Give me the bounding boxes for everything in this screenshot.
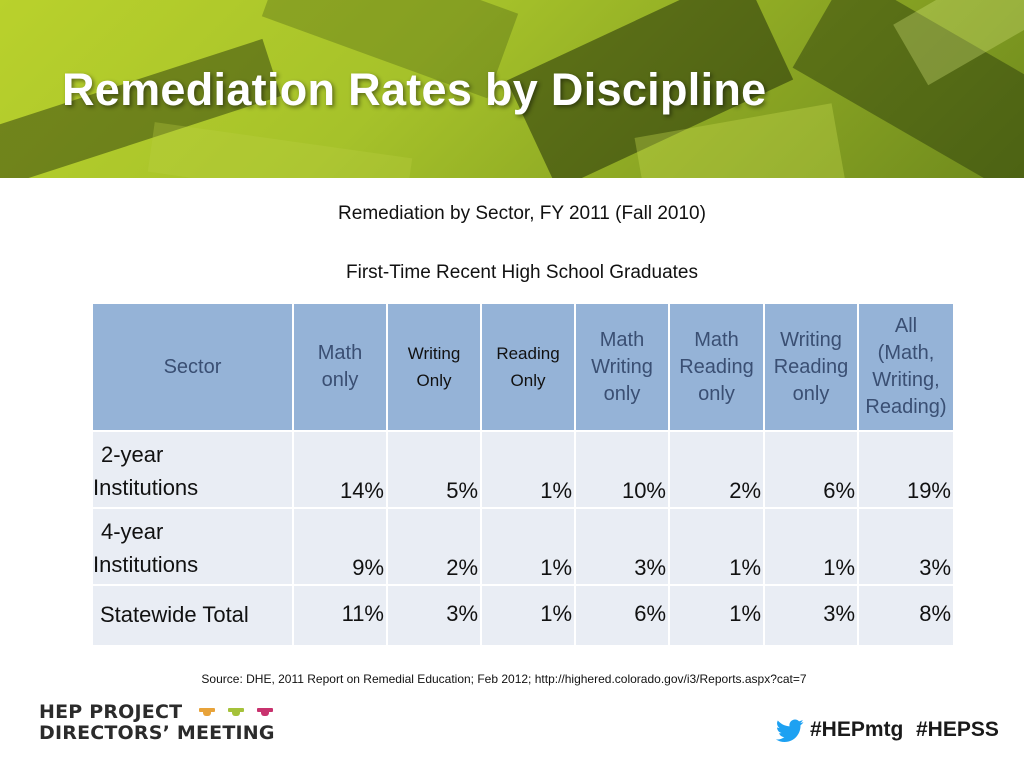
hashtag-hepmtg[interactable]: #HEPmtg <box>810 718 904 741</box>
cell-math-writing: 10% <box>574 430 670 509</box>
header-banner: Remediation Rates by Discipline <box>0 0 1024 178</box>
header-text: Math <box>317 342 363 364</box>
row-sector-name: 4-year Institutions <box>91 507 294 586</box>
header-text: All <box>894 315 918 337</box>
cell-writing-reading: 1% <box>763 507 859 586</box>
twitter-bird-icon <box>776 719 804 742</box>
header-text: Reading) <box>865 396 947 418</box>
header-text: Writing <box>591 355 653 378</box>
row-name-line: 2-year <box>101 442 164 467</box>
header-writing-only: Writing Only <box>386 302 482 432</box>
table-row: Statewide Total 11% 3% 1% 6% 1% 3% 8% <box>91 584 955 647</box>
logo-line-1: HEP PROJECT <box>39 700 279 723</box>
header-text: only <box>792 382 830 405</box>
table-subtitle-population: First-Time Recent High School Graduates <box>346 262 698 283</box>
hashtag-hepss[interactable]: #HEPSS <box>916 718 999 741</box>
cell-math-only: 9% <box>292 507 388 586</box>
remediation-table: Sector Math only Writing Only Reading On… <box>91 302 955 647</box>
header-text: Reading <box>773 355 849 378</box>
logo-text: HEP PROJECT <box>39 701 183 723</box>
cell-reading-only: 1% <box>480 507 576 586</box>
logo-line-2: DIRECTORS’ MEETING <box>39 722 275 744</box>
cell-writing-only: 2% <box>386 507 482 586</box>
table-subtitle-sector: Remediation by Sector, FY 2011 (Fall 201… <box>338 203 706 224</box>
header-math-writing-only: Math Writing only <box>574 302 670 432</box>
cell-writing-only: 5% <box>386 430 482 509</box>
header-reading-only: Reading Only <box>480 302 576 432</box>
cell-math-writing: 3% <box>574 507 670 586</box>
row-name-line: Institutions <box>93 475 199 500</box>
graduation-cap-icon <box>256 708 273 716</box>
header-text: Writing <box>407 344 461 363</box>
table-header-row: Sector Math only Writing Only Reading On… <box>91 302 955 432</box>
cell-writing-reading: 3% <box>763 584 859 647</box>
graduation-cap-icon <box>227 708 244 716</box>
source-citation: Source: DHE, 2011 Report on Remedial Edu… <box>201 672 807 686</box>
cell-reading-only: 1% <box>480 430 576 509</box>
cell-all: 3% <box>857 507 955 586</box>
banner-highlight-shape <box>147 122 413 178</box>
row-name-line: Institutions <box>93 552 199 577</box>
header-text: Writing <box>780 328 842 351</box>
header-text: Reading <box>679 355 754 378</box>
header-math-reading-only: Math Reading only <box>668 302 765 432</box>
graduation-caps-icons <box>199 700 279 721</box>
header-text: Writing, <box>872 369 940 391</box>
cell-reading-only: 1% <box>480 584 576 647</box>
header-text: only <box>321 369 359 391</box>
cell-writing-only: 3% <box>386 584 482 647</box>
cell-all: 8% <box>857 584 955 647</box>
header-text: Math <box>694 328 739 351</box>
row-sector-name: Statewide Total <box>91 584 294 647</box>
cell-all: 19% <box>857 430 955 509</box>
header-text: Reading <box>496 344 560 363</box>
header-writing-reading-only: Writing Reading only <box>763 302 859 432</box>
header-text: only <box>698 382 735 405</box>
row-sector-name: 2-year Institutions <box>91 430 294 509</box>
cell-math-reading: 2% <box>668 430 765 509</box>
slide-title: Remediation Rates by Discipline <box>62 64 767 115</box>
header-text: Math <box>599 328 645 351</box>
header-all: All (Math, Writing, Reading) <box>857 302 955 432</box>
graduation-cap-icon <box>199 708 216 716</box>
header-math-only: Math only <box>292 302 388 432</box>
cell-math-only: 11% <box>292 584 388 647</box>
header-sector: Sector <box>91 302 294 432</box>
cell-math-reading: 1% <box>668 584 765 647</box>
cell-math-reading: 1% <box>668 507 765 586</box>
header-text: Only <box>510 371 546 390</box>
header-text: Only <box>416 371 452 390</box>
cell-writing-reading: 6% <box>763 430 859 509</box>
cell-math-writing: 6% <box>574 584 670 647</box>
cell-math-only: 14% <box>292 430 388 509</box>
table-row: 4-year Institutions 9% 2% 1% 3% 1% 1% 3% <box>91 507 955 586</box>
hep-logo: HEP PROJECT DIRECTORS’ MEETING <box>39 700 279 744</box>
header-text: (Math, <box>877 342 935 364</box>
row-name-line: 4-year <box>101 519 164 544</box>
table-row: 2-year Institutions 14% 5% 1% 10% 2% 6% … <box>91 430 955 509</box>
header-text: only <box>603 382 641 405</box>
